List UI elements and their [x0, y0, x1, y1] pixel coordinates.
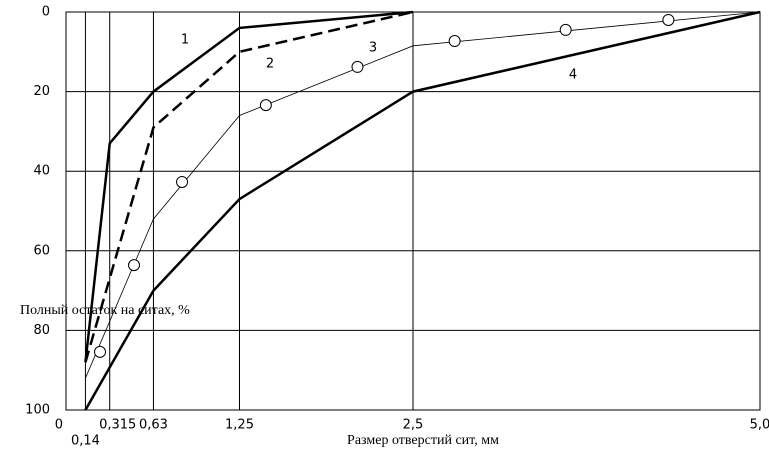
marker: [662, 13, 675, 26]
y-tick-label: 100: [25, 403, 50, 418]
series-label: 4: [569, 68, 577, 83]
x-tick-label: 0,315: [99, 418, 136, 433]
marker: [559, 23, 572, 36]
marker: [94, 345, 107, 358]
y-tick-label: 80: [33, 323, 50, 338]
marker: [448, 35, 461, 48]
series-line: [84, 10, 761, 411]
x-tick-label: 0: [55, 418, 63, 433]
marker: [128, 259, 141, 272]
x-tick-label: 0,63: [139, 418, 168, 433]
marker: [259, 99, 272, 112]
y-tick-label: 0: [42, 5, 50, 20]
y-axis-label: Полный остаток на ситах, %: [20, 303, 190, 318]
y-tick-label: 20: [33, 84, 50, 99]
x-tick-label: 2,5: [403, 418, 424, 433]
x-tick-label: 5,0: [750, 418, 769, 433]
marker: [351, 60, 364, 73]
series-label: 3: [369, 41, 377, 56]
series-label: 1: [181, 33, 189, 48]
series-line: [85, 11, 761, 379]
y-tick-label: 60: [33, 243, 50, 258]
x-tick-label: 0,14: [71, 434, 100, 449]
y-tick-label: 40: [33, 164, 50, 179]
series-label: 2: [266, 57, 274, 72]
series-line: [84, 10, 414, 363]
marker: [176, 175, 189, 188]
x-axis-label: Размер отверстий сит, мм: [347, 433, 499, 448]
x-tick-label: 1,25: [225, 418, 254, 433]
